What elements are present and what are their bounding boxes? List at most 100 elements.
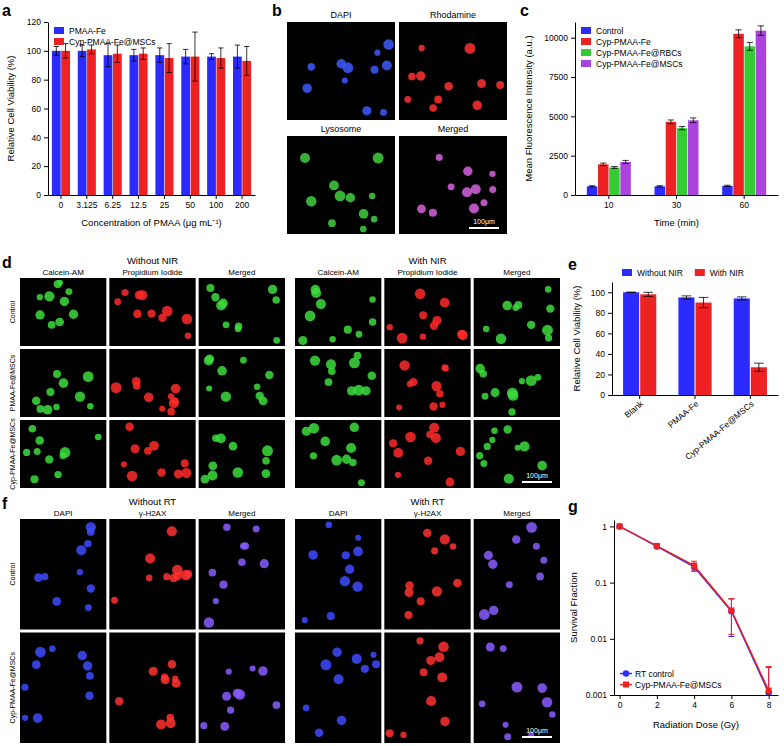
cell	[86, 672, 94, 680]
series-line	[620, 526, 769, 692]
x-tick-label: 8	[767, 700, 772, 710]
cell	[111, 597, 118, 604]
point	[728, 607, 734, 613]
y-tick-label: 60	[596, 329, 606, 339]
cell	[382, 61, 392, 71]
bar	[734, 298, 750, 395]
channel-label: γ-H2AX	[139, 509, 167, 518]
cell	[540, 557, 547, 564]
cell	[272, 296, 280, 304]
cell	[223, 523, 231, 531]
cell	[213, 598, 219, 604]
x-tick-mark	[750, 395, 751, 399]
legend-item: PMAA-Fe	[54, 26, 106, 36]
cell	[320, 659, 331, 670]
cell	[169, 398, 179, 408]
cell	[346, 443, 356, 453]
cell	[526, 375, 537, 386]
cell	[268, 285, 277, 294]
cell	[438, 642, 449, 653]
cell	[489, 171, 495, 177]
figure: 02040608010012003.1256.2512.52550100200C…	[0, 0, 784, 746]
cell	[208, 461, 217, 470]
cell	[240, 357, 247, 364]
series-line	[620, 526, 769, 690]
y-tick: 120	[27, 17, 48, 27]
cell	[316, 299, 326, 309]
cells	[300, 153, 384, 233]
y-axis-title: Relative Cell Viability (%)	[5, 56, 16, 162]
cell	[168, 393, 174, 399]
cell	[332, 648, 341, 657]
cell	[207, 470, 217, 480]
x-tick-mark	[112, 195, 113, 199]
cell	[465, 43, 476, 54]
x-tick-mark	[608, 195, 609, 199]
point	[616, 523, 622, 529]
cell	[511, 682, 522, 693]
micrograph	[20, 420, 106, 488]
cell	[307, 63, 315, 71]
x-tick: Cyp-PMAA-Fe@MSCs	[683, 395, 756, 462]
cell	[162, 306, 173, 317]
x-tick-mark	[138, 195, 139, 199]
cell	[35, 436, 44, 445]
y-tick-label: 120	[27, 17, 41, 27]
error-bar	[141, 48, 146, 60]
y-tick-label: 2500	[549, 151, 568, 161]
cell	[325, 522, 332, 529]
y-tick-label: 80	[32, 75, 42, 85]
cell	[519, 441, 529, 451]
channel-label: Calcein-AM	[42, 268, 84, 277]
error-bar	[682, 296, 692, 299]
y-tick: 60	[32, 104, 48, 114]
cell	[423, 529, 432, 538]
cell	[209, 569, 217, 577]
y-tick-mark	[44, 80, 48, 81]
micrograph	[474, 420, 560, 488]
cell	[59, 378, 69, 388]
bar	[609, 167, 619, 195]
y-tick: 100	[591, 287, 612, 297]
y-tick-mark	[571, 38, 575, 39]
cell	[404, 96, 411, 103]
cell	[415, 288, 425, 298]
cell	[418, 45, 424, 51]
y-tick: 40	[32, 133, 48, 143]
cell	[404, 611, 412, 619]
condition-label: Without NIR	[127, 255, 178, 266]
y-tick-mark	[44, 22, 48, 23]
error-bar	[668, 120, 674, 124]
image-label: Merged	[438, 124, 469, 134]
micrograph	[109, 519, 195, 630]
bar	[52, 51, 61, 195]
error-bar	[105, 44, 110, 67]
x-tick-label: 50	[186, 200, 196, 210]
y-tick-mark	[608, 292, 612, 293]
cell	[439, 402, 445, 408]
error-bar	[735, 30, 741, 38]
cell	[506, 581, 513, 588]
error-bar	[747, 42, 753, 50]
micrograph	[384, 519, 470, 630]
channel-label: Propidium Iodide	[122, 268, 183, 277]
bar	[242, 61, 251, 195]
cell	[41, 573, 48, 580]
y-tick-label: 0	[563, 190, 568, 200]
cells	[387, 288, 468, 343]
panel-label: f	[2, 495, 8, 512]
legend-swatch	[581, 38, 591, 45]
legend-item: Cyp-PMAA-Fe	[581, 37, 651, 47]
y-tick: 0	[563, 190, 575, 200]
cell	[393, 448, 403, 458]
cell	[546, 304, 554, 312]
cell	[206, 284, 214, 292]
cell	[386, 729, 394, 737]
y-tick-label: 40	[596, 349, 606, 359]
plot-area	[616, 523, 771, 695]
micrograph	[384, 420, 470, 488]
error-bar	[54, 47, 59, 56]
y-tick-label: 0.001	[586, 690, 608, 700]
y-tick-label: 1	[602, 522, 607, 532]
y-tick: 10000	[544, 33, 575, 43]
